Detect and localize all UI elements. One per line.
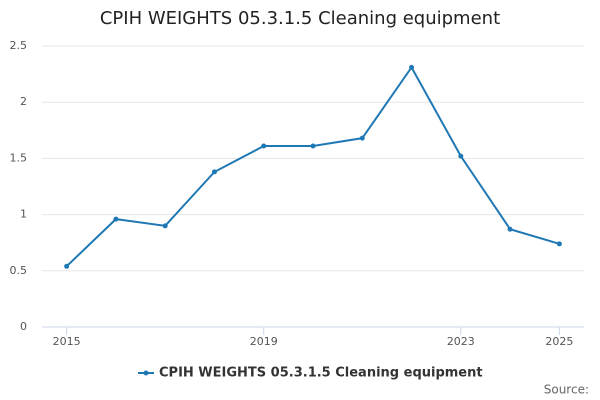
series-line (65, 65, 560, 268)
y-tick-label: 1.5 (10, 151, 28, 164)
point (556, 241, 562, 247)
point (458, 153, 464, 159)
source: Source: (544, 383, 589, 397)
chart-title: CPIH WEIGHTS 05.3.1.5 Cleaning equipment (100, 8, 500, 29)
point (310, 143, 316, 149)
x-tick-label: 2015 (53, 335, 81, 348)
legend-symbol-dot (143, 370, 149, 376)
y-tick-label: 2.5 (10, 39, 28, 52)
y-tick-label: 0.5 (10, 264, 28, 277)
point (162, 223, 168, 229)
point (507, 226, 513, 232)
y-tick-label: 0 (20, 320, 27, 333)
point (64, 263, 70, 269)
point (359, 135, 365, 141)
x-tick-label: 2025 (545, 335, 573, 348)
point (409, 64, 415, 70)
x-tick-label: 2019 (250, 335, 278, 348)
point (113, 216, 119, 222)
legend-label: CPIH WEIGHTS 05.3.1.5 Cleaning equipment (159, 366, 483, 381)
point (211, 169, 217, 175)
point (261, 143, 267, 149)
x-tick-label: 2023 (447, 335, 475, 348)
y-tick-label: 2 (20, 95, 27, 108)
y-tick-label: 1 (20, 208, 27, 221)
